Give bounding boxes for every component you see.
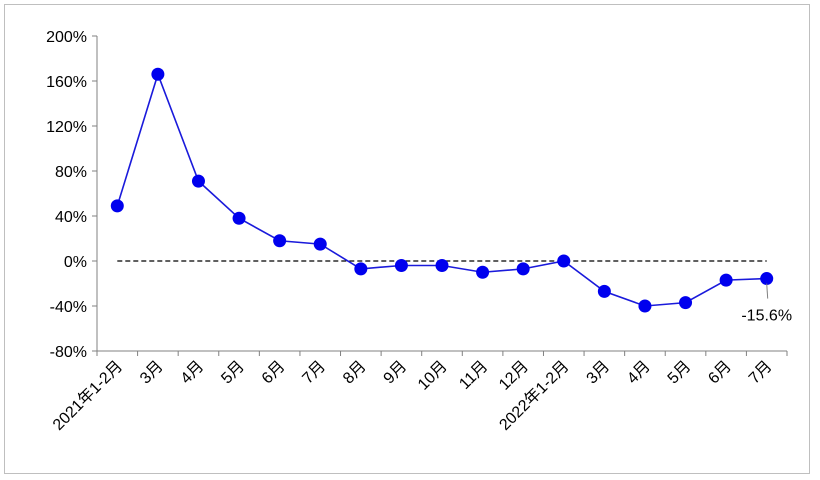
chart-frame <box>4 4 810 474</box>
x-tick-label: 2022年1-2月 <box>496 357 573 434</box>
x-tick-label: 3月 <box>137 358 167 388</box>
y-tick-label: -40% <box>50 299 87 316</box>
data-point <box>638 299 652 313</box>
x-tick-label: 6月 <box>705 358 735 388</box>
y-tick-label: 80% <box>55 164 87 181</box>
data-point <box>313 237 327 251</box>
x-tick-label: 5月 <box>665 358 695 388</box>
y-tick-label: -80% <box>50 344 87 361</box>
y-tick-label: 120% <box>46 119 87 136</box>
data-point <box>719 273 733 287</box>
data-point <box>597 284 611 298</box>
y-tick-label: 160% <box>46 74 87 91</box>
x-tick-label: 7月 <box>299 358 329 388</box>
x-tick-label: 3月 <box>584 358 614 388</box>
data-label-leader <box>766 283 769 299</box>
data-point <box>110 199 124 213</box>
data-point <box>191 174 205 188</box>
x-tick-label: 5月 <box>218 358 248 388</box>
data-point <box>273 234 287 248</box>
x-tick-label: 2021年1-2月 <box>49 357 126 434</box>
data-point <box>354 262 368 276</box>
y-tick-label: 0% <box>64 254 87 271</box>
x-tick-label: 4月 <box>178 358 208 388</box>
x-tick-label: 9月 <box>381 358 411 388</box>
y-tick-label: 200% <box>46 29 87 46</box>
data-point <box>435 259 449 272</box>
y-tick-label: 40% <box>55 209 87 226</box>
data-labels: -15.6% <box>741 283 792 325</box>
x-tick-label: 12月 <box>496 358 532 394</box>
data-point <box>557 254 571 268</box>
y-axis: -80% -40% 0% 40% 80% 120% 160% 200% <box>46 29 98 361</box>
series <box>110 67 774 313</box>
x-tick-label: 10月 <box>415 358 451 394</box>
x-tick-label: 4月 <box>624 358 654 388</box>
x-tick-label: 11月 <box>456 358 491 393</box>
data-label: -15.6% <box>741 308 792 325</box>
data-point <box>394 259 408 272</box>
data-point <box>760 272 774 286</box>
x-tick-label: 7月 <box>746 358 776 388</box>
x-tick-label: 6月 <box>259 358 289 388</box>
x-axis: 2021年1-2月 3月 4月 5月 6月 7月 8月 9月 10月 11月 12月2022年1-2… <box>49 350 788 434</box>
data-point <box>476 265 490 279</box>
data-point <box>151 67 165 81</box>
data-point <box>516 262 530 276</box>
data-point <box>232 211 246 225</box>
x-tick-label: 8月 <box>340 358 370 388</box>
data-point <box>679 296 693 310</box>
